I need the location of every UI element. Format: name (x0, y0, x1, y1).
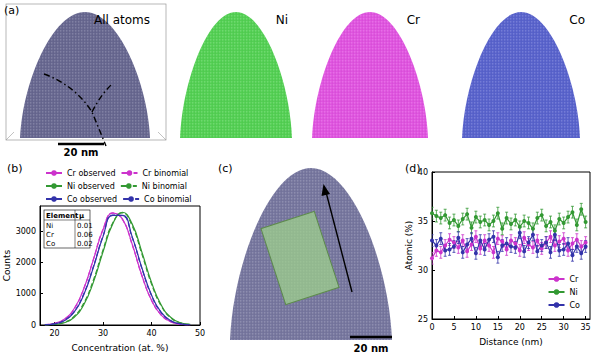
svg-text:5: 5 (451, 323, 456, 332)
svg-text:Distance (nm): Distance (nm) (479, 337, 543, 347)
svg-text:0.01: 0.01 (77, 222, 93, 230)
svg-text:Ni: Ni (276, 13, 288, 27)
svg-text:μ: μ (79, 212, 84, 220)
svg-text:(c): (c) (218, 162, 233, 175)
svg-text:20: 20 (515, 323, 525, 332)
svg-text:3000: 3000 (16, 227, 36, 236)
svg-text:Cr: Cr (570, 275, 580, 284)
svg-text:25: 25 (418, 315, 428, 324)
svg-text:Cr binomial: Cr binomial (143, 169, 189, 178)
svg-text:Counts: Counts (2, 249, 12, 281)
svg-text:(a): (a) (4, 4, 19, 17)
svg-text:35: 35 (581, 323, 591, 332)
svg-text:Co observed: Co observed (67, 195, 117, 204)
svg-text:1000: 1000 (16, 289, 36, 298)
svg-text:35: 35 (418, 217, 428, 226)
svg-text:0: 0 (31, 321, 36, 330)
svg-text:30: 30 (559, 323, 569, 332)
svg-text:All atoms: All atoms (94, 13, 150, 27)
svg-text:20 nm: 20 nm (354, 343, 389, 354)
svg-text:2000: 2000 (16, 258, 36, 267)
svg-text:50: 50 (195, 329, 205, 338)
svg-text:Co: Co (570, 301, 581, 310)
svg-text:30: 30 (418, 266, 428, 275)
svg-text:Ni binomial: Ni binomial (142, 182, 187, 191)
svg-text:Cr: Cr (407, 13, 420, 27)
svg-text:Cr observed: Cr observed (67, 169, 116, 178)
svg-text:0.06: 0.06 (77, 231, 93, 239)
svg-text:15: 15 (493, 323, 503, 332)
svg-text:40: 40 (417, 167, 428, 177)
svg-text:(d): (d) (405, 162, 421, 175)
svg-text:25: 25 (537, 323, 547, 332)
svg-text:Ni: Ni (46, 222, 53, 230)
svg-text:Ni: Ni (570, 288, 578, 297)
svg-text:10: 10 (471, 323, 481, 332)
svg-text:Co: Co (569, 13, 585, 27)
svg-text:Ni observed: Ni observed (67, 182, 115, 191)
svg-text:Concentration (at. %): Concentration (at. %) (72, 343, 169, 353)
svg-text:Co binomial: Co binomial (144, 195, 191, 204)
svg-text:0: 0 (429, 323, 434, 332)
svg-text:Atomic (%): Atomic (%) (404, 221, 414, 271)
svg-text:20 nm: 20 nm (64, 147, 99, 158)
svg-text:0.02: 0.02 (77, 240, 93, 248)
svg-text:30: 30 (98, 329, 108, 338)
svg-text:40: 40 (146, 329, 156, 338)
svg-text:Cr: Cr (46, 231, 54, 239)
svg-text:(b): (b) (7, 162, 23, 175)
svg-text:Co: Co (46, 240, 55, 248)
svg-text:20: 20 (49, 329, 59, 338)
svg-text:Element: Element (46, 212, 79, 220)
